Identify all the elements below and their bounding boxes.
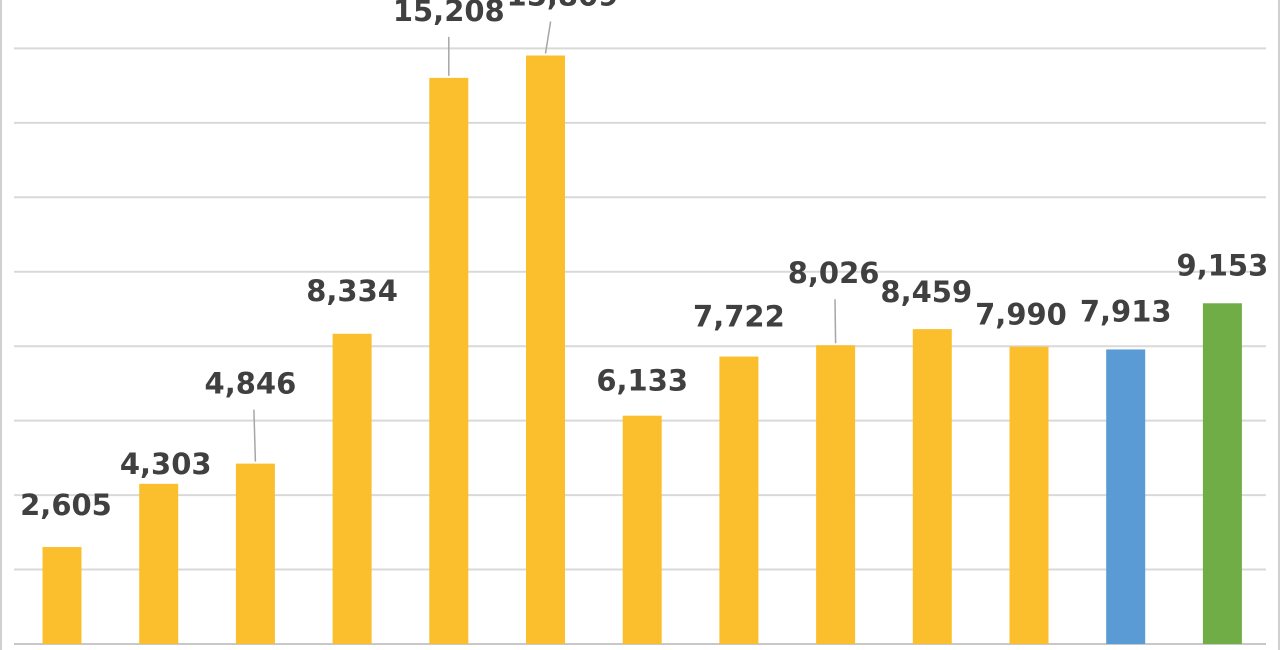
bar (719, 356, 759, 644)
bar (526, 55, 565, 645)
data-label: 4,846 (205, 367, 297, 401)
data-label: 15,208 (393, 0, 505, 28)
data-label: 7,722 (693, 300, 785, 334)
data-label: 4,303 (120, 447, 212, 481)
bar (235, 463, 275, 644)
bar (429, 77, 469, 644)
leader-line (253, 409, 257, 462)
data-label: 8,459 (880, 275, 972, 309)
bar (1106, 349, 1146, 644)
leader-line (544, 21, 552, 54)
leader-line (834, 299, 837, 344)
data-label: 8,334 (306, 274, 398, 308)
data-label: 15,809 (507, 0, 619, 13)
bar (42, 547, 82, 644)
data-label: 9,153 (1177, 248, 1269, 282)
data-label: 8,026 (788, 256, 880, 290)
bar (332, 333, 372, 644)
bar (622, 415, 662, 644)
data-label: 7,990 (975, 298, 1067, 332)
bar (912, 329, 952, 644)
bar (139, 483, 179, 644)
data-label: 7,913 (1080, 294, 1172, 328)
data-label: 2,605 (20, 488, 112, 522)
bar (1009, 346, 1049, 644)
data-label: 6,133 (596, 364, 688, 398)
bar (1202, 303, 1242, 644)
bar (816, 345, 856, 644)
